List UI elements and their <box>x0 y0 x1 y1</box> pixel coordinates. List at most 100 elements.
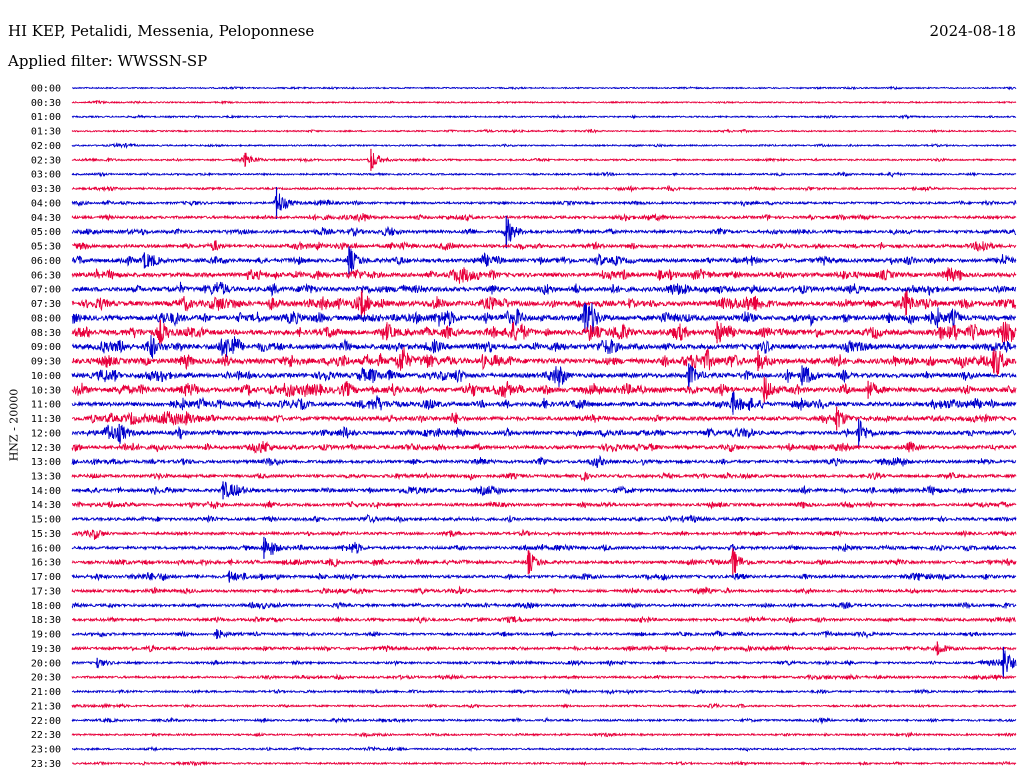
seismic-trace <box>71 642 1017 655</box>
row-time-label: 17:30 <box>31 586 61 597</box>
row-time-label: 12:30 <box>31 443 61 454</box>
seismic-trace <box>71 673 1017 682</box>
seismic-trace <box>71 440 1017 454</box>
seismic-trace <box>71 585 1017 595</box>
seismic-trace <box>71 319 1017 346</box>
seismic-trace <box>71 248 1017 272</box>
seismic-trace <box>71 281 1017 297</box>
seismic-trace <box>71 128 1017 134</box>
row-time-label: 21:30 <box>31 701 61 712</box>
seismic-trace <box>71 99 1017 105</box>
seismic-trace <box>71 289 1017 318</box>
row-time-label: 05:30 <box>31 242 61 253</box>
row-time-label: 15:00 <box>31 515 61 526</box>
seismic-trace <box>71 629 1017 640</box>
row-time-label: 01:00 <box>31 112 61 123</box>
seismic-trace <box>71 152 1017 169</box>
seismic-trace <box>71 454 1017 468</box>
row-time-label: 02:30 <box>31 155 61 166</box>
row-time-label: 18:00 <box>31 601 61 612</box>
row-time-label: 20:30 <box>31 673 61 684</box>
row-time-label: 07:00 <box>31 285 61 296</box>
row-time-label: 12:00 <box>31 428 61 439</box>
row-time-label: 19:00 <box>31 630 61 641</box>
seismic-trace <box>71 410 1017 428</box>
row-time-label: 00:00 <box>31 84 61 95</box>
row-time-label: 04:00 <box>31 198 61 209</box>
row-time-label: 04:30 <box>31 213 61 224</box>
seismic-trace <box>71 346 1017 376</box>
row-time-label: 09:00 <box>31 342 61 353</box>
row-time-label: 22:00 <box>31 716 61 727</box>
seismic-trace <box>71 650 1017 676</box>
seismic-trace <box>71 550 1017 574</box>
row-time-label: 07:30 <box>31 299 61 310</box>
seismic-trace <box>71 142 1017 150</box>
row-time-label: 10:00 <box>31 371 61 382</box>
row-time-label: 21:00 <box>31 687 61 698</box>
row-time-label: 14:30 <box>31 500 61 511</box>
seismic-trace <box>71 571 1017 582</box>
row-time-label: 11:00 <box>31 400 61 411</box>
row-time-label: 17:00 <box>31 572 61 583</box>
row-time-label: 22:30 <box>31 730 61 741</box>
station-title: HI KEP, Petalidi, Messenia, Peloponnese <box>8 22 315 40</box>
row-time-label: 03:30 <box>31 184 61 195</box>
date-label: 2024-08-18 <box>929 22 1016 40</box>
filter-label: Applied filter: WWSSN-SP <box>8 52 208 70</box>
row-time-label: 01:30 <box>31 127 61 138</box>
seismic-trace <box>72 240 1017 252</box>
seismic-trace <box>71 302 1017 333</box>
row-time-label: 16:00 <box>31 543 61 554</box>
seismic-trace <box>71 193 1017 213</box>
seismic-trace <box>71 716 1017 725</box>
seismic-trace <box>71 419 1017 445</box>
seismic-trace <box>71 212 1017 223</box>
seismic-trace <box>71 364 1017 389</box>
seismic-trace <box>71 760 1017 767</box>
seismic-trace <box>71 688 1017 696</box>
seismic-trace <box>71 170 1017 178</box>
row-time-label: 23:00 <box>31 745 61 756</box>
row-time-label: 19:30 <box>31 644 61 655</box>
seismic-trace <box>72 615 1017 624</box>
row-time-label: 11:30 <box>31 414 61 425</box>
row-time-label: 10:30 <box>31 385 61 396</box>
seismic-trace <box>71 267 1017 284</box>
seismic-trace <box>71 471 1017 482</box>
row-time-label: 06:00 <box>31 256 61 267</box>
seismic-trace <box>71 528 1017 540</box>
row-time-label: 18:30 <box>31 615 61 626</box>
seismic-trace <box>71 513 1017 524</box>
seismic-trace <box>71 538 1017 555</box>
seismic-trace <box>71 85 1017 91</box>
seismic-trace <box>71 702 1017 710</box>
seismic-trace <box>71 731 1017 739</box>
seismic-trace <box>71 601 1017 610</box>
row-time-label: 16:30 <box>31 558 61 569</box>
row-time-label: 06:30 <box>31 270 61 281</box>
seismic-trace <box>71 481 1017 498</box>
seismic-trace <box>71 113 1017 120</box>
seismic-trace <box>71 500 1017 510</box>
seismic-trace <box>71 391 1017 415</box>
row-time-label: 08:00 <box>31 313 61 324</box>
row-time-label: 20:00 <box>31 658 61 669</box>
row-time-label: 13:30 <box>31 471 61 482</box>
row-time-label: 00:30 <box>31 98 61 109</box>
seismic-trace <box>71 335 1017 359</box>
row-time-label: 14:00 <box>31 486 61 497</box>
row-time-label: 23:30 <box>31 759 61 770</box>
row-time-label: 05:00 <box>31 227 61 238</box>
row-time-label: 03:00 <box>31 170 61 181</box>
row-time-label: 08:30 <box>31 328 61 339</box>
seismic-trace <box>71 745 1017 753</box>
row-time-label: 09:30 <box>31 357 61 368</box>
row-time-label: 15:30 <box>31 529 61 540</box>
seismic-trace <box>71 184 1017 193</box>
seismic-trace <box>71 378 1017 400</box>
row-time-label: 13:00 <box>31 457 61 468</box>
row-time-label: 02:00 <box>31 141 61 152</box>
seismic-trace <box>71 218 1017 249</box>
